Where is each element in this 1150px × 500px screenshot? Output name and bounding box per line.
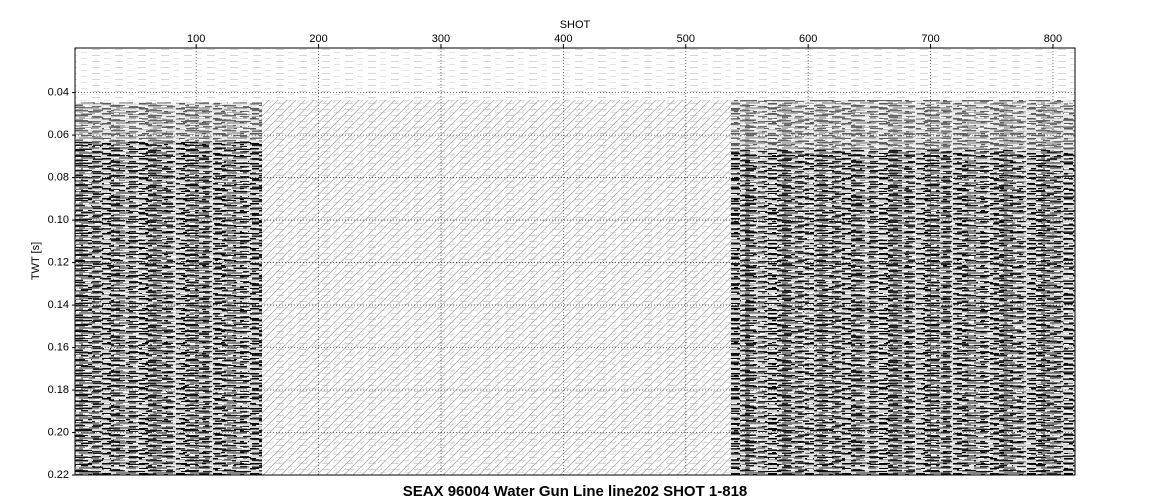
x-tick-label: 700 [921, 33, 939, 45]
x-tick-label: 600 [799, 33, 817, 45]
plot-frame [74, 47, 1076, 476]
seafloor-band [75, 102, 262, 142]
y-tick-label: 0.14 [48, 299, 69, 311]
reflector-zone-left [75, 102, 262, 475]
y-tick-label: 0.22 [48, 469, 69, 481]
x-tick-label: 800 [1044, 33, 1062, 45]
x-tick-label: 100 [187, 33, 205, 45]
y-tick-label: 0.04 [48, 87, 69, 99]
y-tick-label: 0.18 [48, 384, 69, 396]
y-tick-label: 0.12 [48, 256, 69, 268]
y-tick-label: 0.16 [48, 341, 69, 353]
x-tick-label: 200 [309, 33, 327, 45]
x-axis-label: SHOT [560, 19, 591, 31]
x-tick-label: 300 [432, 33, 450, 45]
x-tick-label: 400 [554, 33, 572, 45]
y-tick-label: 0.10 [48, 214, 69, 226]
axes: 100 200 300 400 500 600 700 800 0.04 0.06 0.08 0.10… [48, 33, 1075, 481]
seismic-section [75, 48, 1075, 475]
y-tick-label: 0.20 [48, 426, 69, 438]
seafloor-band [731, 100, 1075, 150]
reflector-zone-right [731, 100, 1075, 475]
y-tick-label: 0.08 [48, 171, 69, 183]
chart-title: SEAX 96004 Water Gun Line line202 SHOT 1… [403, 483, 748, 500]
y-tick-label: 0.06 [48, 129, 69, 141]
x-tick-label: 500 [677, 33, 695, 45]
low-amplitude-zone [262, 100, 731, 475]
y-axis-label: TWT [s] [30, 242, 42, 280]
